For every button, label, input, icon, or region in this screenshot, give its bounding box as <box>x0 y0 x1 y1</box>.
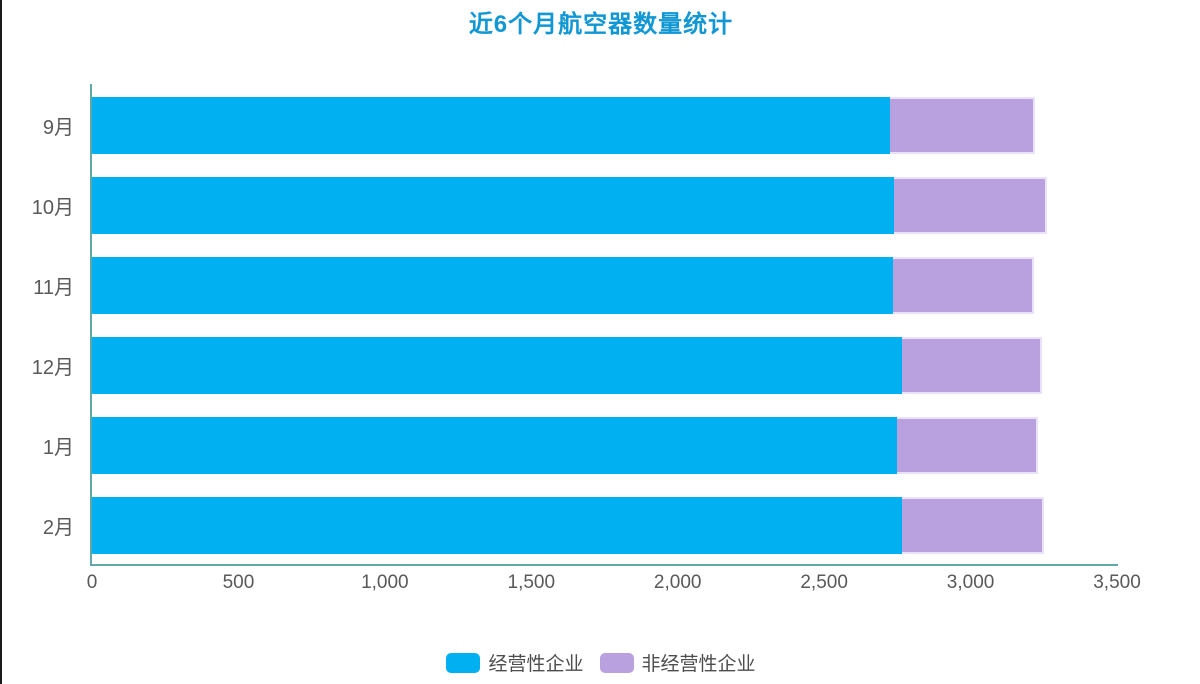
x-axis-line <box>90 564 1118 566</box>
y-axis-label: 9月 <box>42 116 74 139</box>
bar-segment-非经营性企业[interactable] <box>894 177 1047 234</box>
legend-swatch <box>446 652 481 673</box>
x-axis-tick-label: 2,500 <box>800 572 848 593</box>
bar-segment-经营性企业[interactable] <box>92 417 898 474</box>
bar-segment-经营性企业[interactable] <box>92 497 902 554</box>
x-axis-tick-label: 500 <box>222 572 255 593</box>
x-axis-tick-label: 2,000 <box>653 572 702 593</box>
legend-item-1[interactable]: 经营性企业 <box>446 649 584 676</box>
bar-segment-经营性企业[interactable] <box>92 97 891 154</box>
y-axis-label: 12月 <box>31 356 74 379</box>
legend-label: 经营性企业 <box>488 654 584 675</box>
legend-item-2[interactable]: 非经营性企业 <box>599 649 756 676</box>
bar-segment-非经营性企业[interactable] <box>897 417 1038 474</box>
bar-segment-非经营性企业[interactable] <box>901 337 1043 394</box>
bar-segment-经营性企业[interactable] <box>92 257 893 314</box>
y-axis-label: 1月 <box>42 436 74 459</box>
x-axis-tick-label: 3,000 <box>946 572 995 593</box>
x-axis-tick-label: 3,500 <box>1093 572 1141 593</box>
bar-segment-经营性企业[interactable] <box>92 337 902 394</box>
y-axis-label: 2月 <box>42 516 74 539</box>
bar-segment-非经营性企业[interactable] <box>892 257 1034 314</box>
legend-label: 非经营性企业 <box>641 654 756 675</box>
y-axis-line <box>90 84 92 566</box>
x-axis-tick-label: 0 <box>86 572 98 593</box>
bar-segment-非经营性企业[interactable] <box>890 97 1035 154</box>
y-axis-label: 11月 <box>33 276 74 299</box>
legend: 经营性企业 非经营性企业 <box>2 649 1200 676</box>
y-axis-label: 10月 <box>31 196 74 219</box>
bar-segment-非经营性企业[interactable] <box>901 497 1044 554</box>
bar-segment-经营性企业[interactable] <box>92 177 895 234</box>
chart-title: 近6个月航空器数量统计 <box>468 11 734 38</box>
legend-swatch <box>599 652 634 673</box>
x-axis-tick-label: 1,500 <box>507 572 556 593</box>
x-axis-tick-label: 1,000 <box>361 572 409 593</box>
